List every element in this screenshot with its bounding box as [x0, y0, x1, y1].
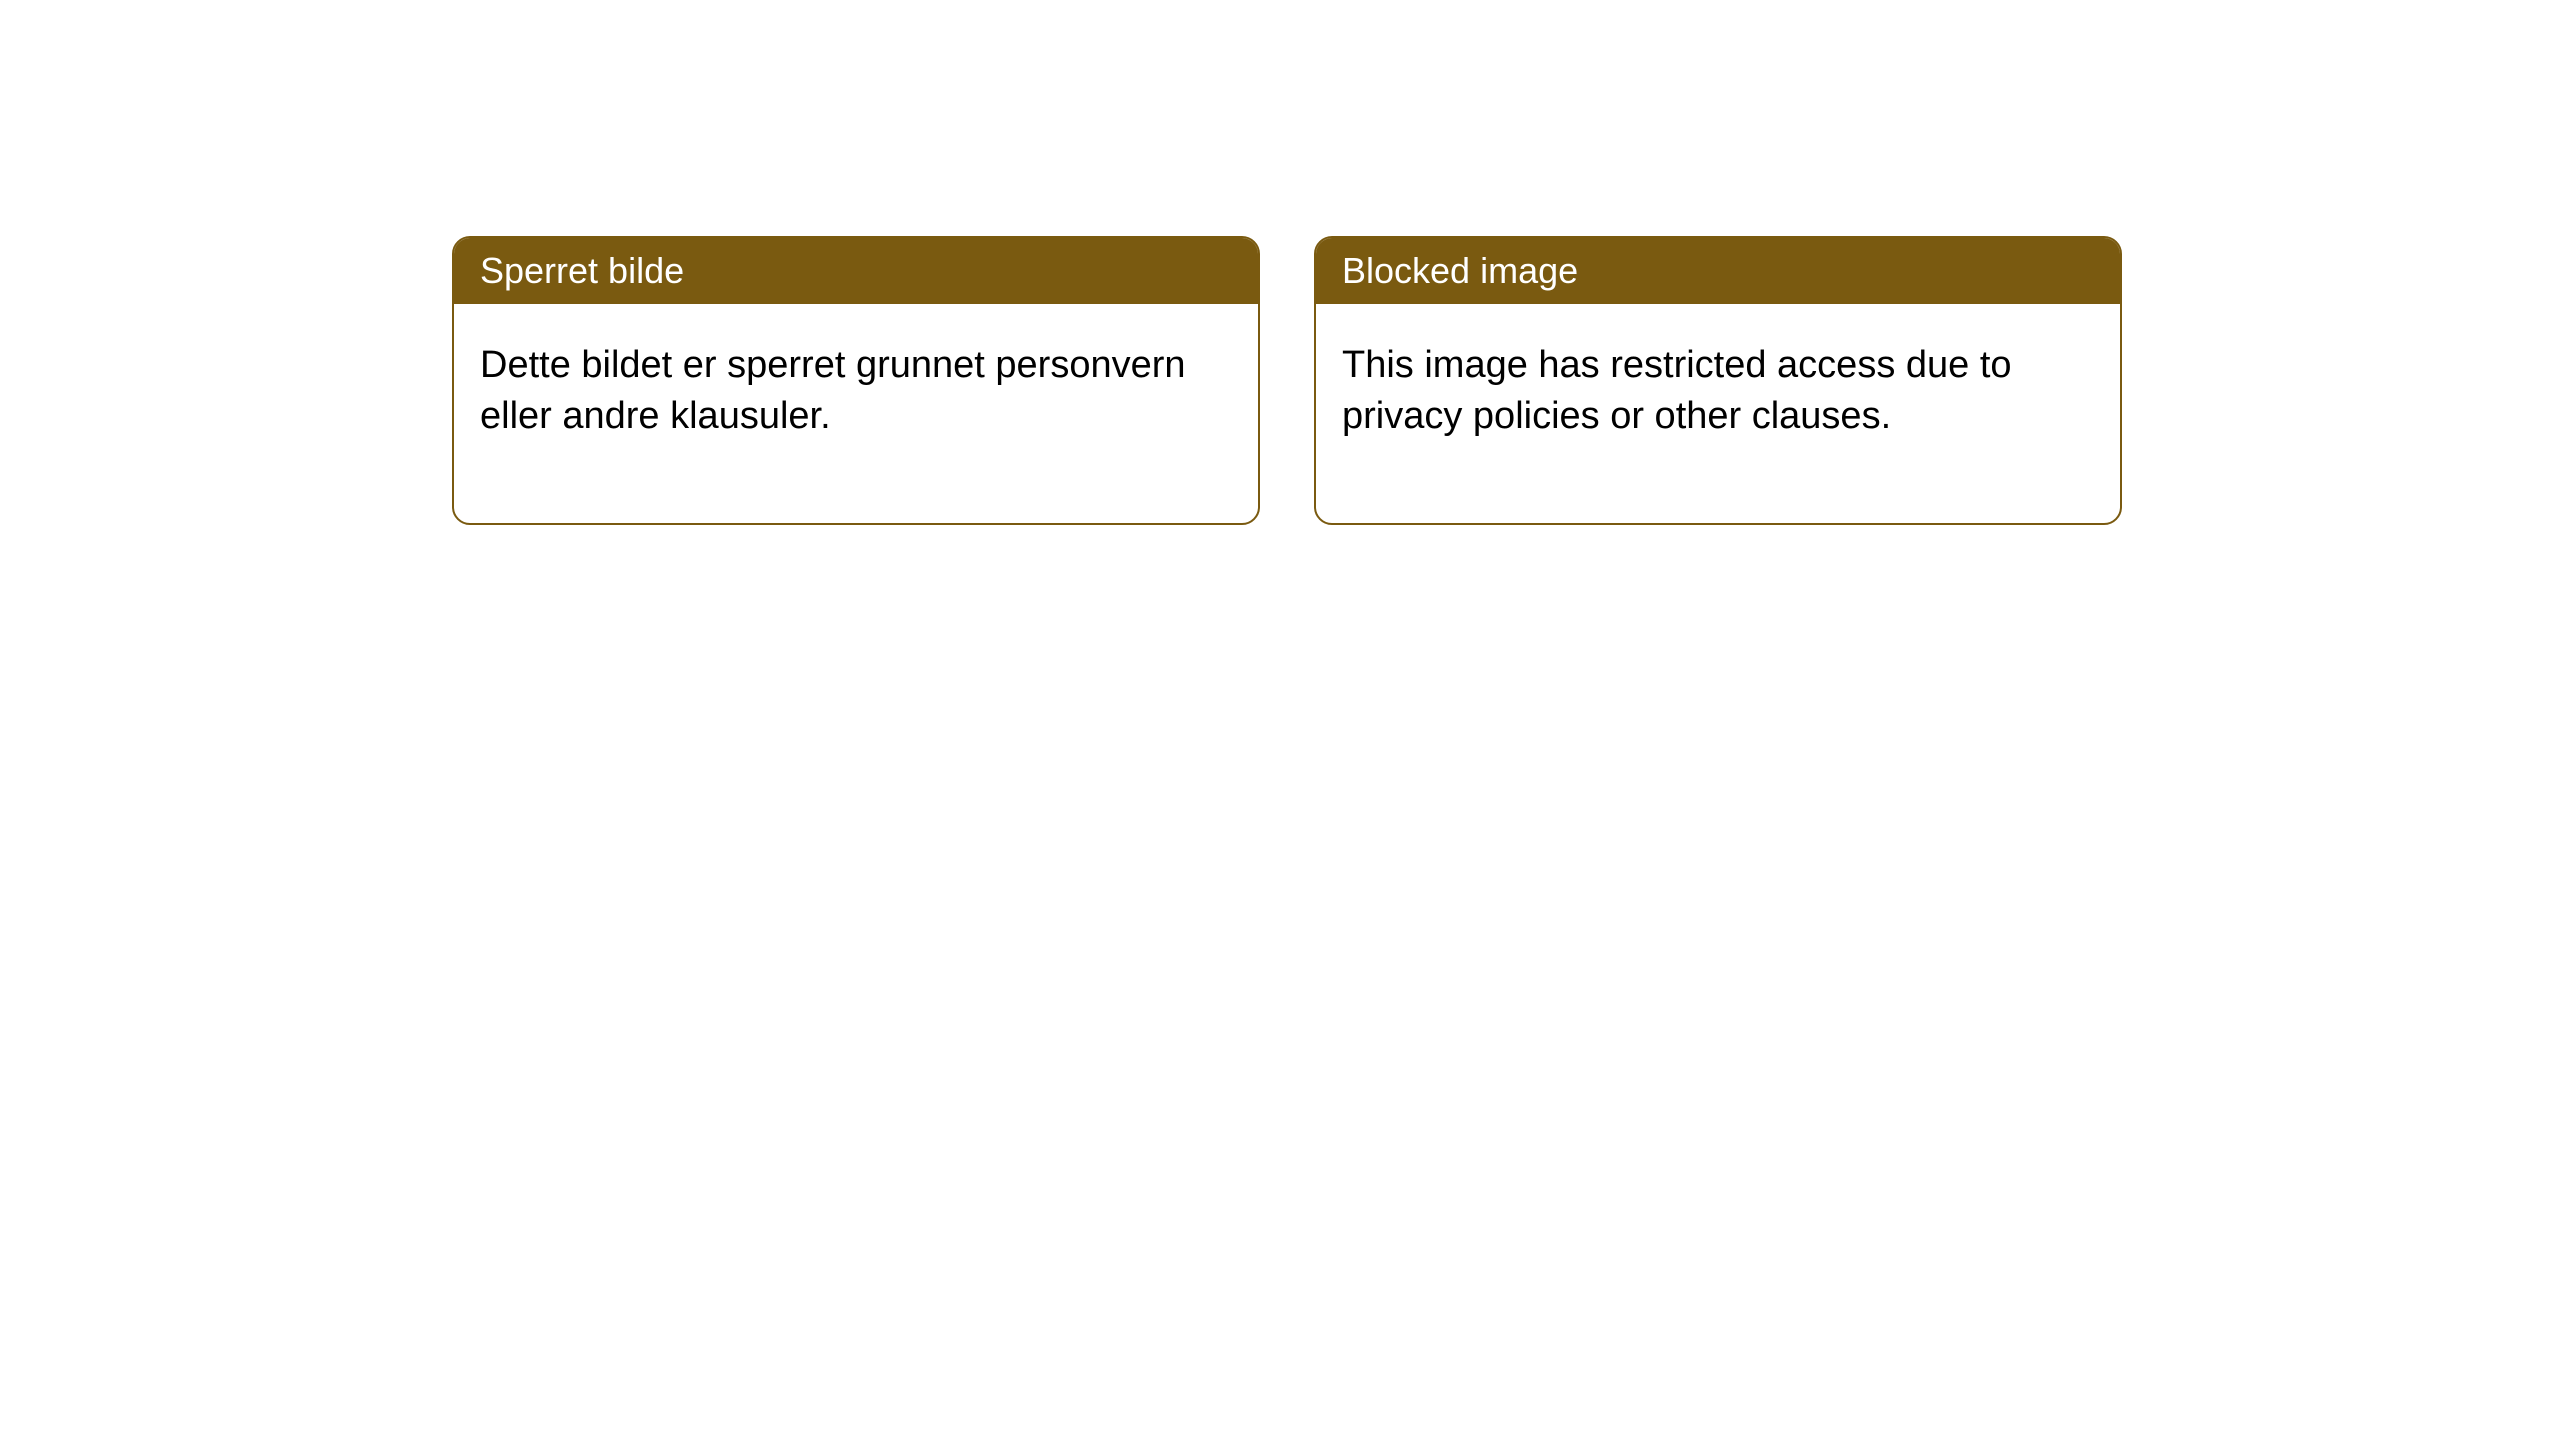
card-text-no: Dette bildet er sperret grunnet personve… [480, 344, 1186, 437]
card-norwegian: Sperret bilde Dette bildet er sperret gr… [452, 236, 1260, 525]
cards-container: Sperret bilde Dette bildet er sperret gr… [0, 0, 2560, 525]
card-title-no: Sperret bilde [480, 250, 684, 291]
card-english: Blocked image This image has restricted … [1314, 236, 2122, 525]
card-text-en: This image has restricted access due to … [1342, 344, 2012, 437]
card-body-english: This image has restricted access due to … [1316, 304, 2120, 523]
card-header-norwegian: Sperret bilde [454, 238, 1258, 304]
card-body-norwegian: Dette bildet er sperret grunnet personve… [454, 304, 1258, 523]
card-title-en: Blocked image [1342, 250, 1578, 291]
card-header-english: Blocked image [1316, 238, 2120, 304]
